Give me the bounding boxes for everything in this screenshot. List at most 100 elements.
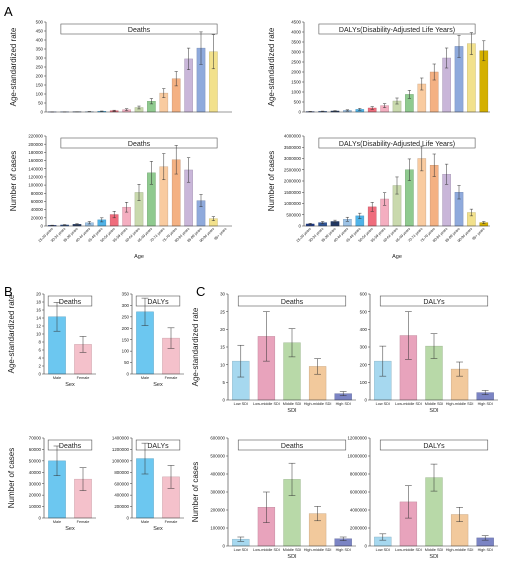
y-tick-label: 60000 <box>31 199 44 204</box>
chart-a-deaths-rate: Deaths 0 50 100 150 200 250 300 350 400 450 500 Age-… <box>9 20 232 115</box>
y-tick-label: 500000 <box>210 454 225 459</box>
chart-title-box <box>379 295 489 307</box>
y-tick-label: 18 <box>36 300 41 305</box>
chart-title: Deaths <box>281 299 304 306</box>
x-tick-label: Male <box>141 520 149 524</box>
chart-a-dalys-rate: DALYs(Disability-Adjusted Life Years) 0 50… <box>267 20 490 115</box>
y-tick-label: 350 <box>36 47 44 52</box>
y-tick-label: 6 <box>39 348 42 353</box>
y-tick-label: 200 <box>360 362 368 367</box>
x-tick-label: Middle SDI <box>283 548 302 552</box>
chart-title: DALYs(Disability-Adjusted Life Years) <box>339 27 455 34</box>
chart-c-dalys-cases: DALYs 0 2000000 4000000 6000000 8000000 100000… <box>347 436 498 560</box>
y-axis-label: Number of cases <box>267 151 276 211</box>
y-tick-label: 1000000 <box>284 201 302 206</box>
y-tick-label: 150 <box>122 337 130 342</box>
y-tick-label: 220000 <box>28 134 43 139</box>
y-tick-label: 30 <box>220 292 225 297</box>
x-tick-label: Female <box>165 520 178 524</box>
chart-b-deaths-rate: Deaths 0 2 4 6 8 10 12 14 16 18 20 Male Female Age-sta… <box>7 292 96 388</box>
y-tick-label: 600000 <box>210 436 225 441</box>
y-tick-label: 40000 <box>29 470 42 475</box>
y-tick-label: 160000 <box>28 158 43 163</box>
y-tick-label: 0 <box>41 110 44 115</box>
y-tick-label: 1400000 <box>112 436 130 441</box>
x-tick-label: 95+ years <box>213 227 227 241</box>
y-tick-label: 20000 <box>31 215 44 220</box>
x-axis-label: SDI <box>287 408 297 414</box>
y-tick-label: 12000000 <box>347 436 367 441</box>
chart-c-deaths-rate: Deaths 0 5 10 15 20 25 30 Low SDI Low-middle SDI M… <box>191 292 356 414</box>
y-tick-label: 120000 <box>28 175 43 180</box>
y-tick-label: 0 <box>127 372 130 377</box>
chart-title: DALYs <box>423 443 445 450</box>
y-tick-label: 3500 <box>291 40 301 45</box>
x-tick-label: High SDI <box>478 548 493 552</box>
y-tick-label: 300 <box>360 345 368 350</box>
y-tick-label: 4000000 <box>350 508 368 513</box>
y-tick-label: 600 <box>360 292 368 297</box>
chart-b-deaths-cases: Deaths 0 10000 20000 30000 40000 50000 60000 700… <box>7 436 96 532</box>
y-tick-label: 20 <box>36 292 41 297</box>
y-tick-label: 100000 <box>210 526 225 531</box>
y-tick-label: 30000 <box>29 481 42 486</box>
y-tick-label: 2500 <box>291 60 301 65</box>
y-tick-label: 500 <box>360 309 368 314</box>
y-tick-label: 4500 <box>291 20 301 25</box>
x-axis-label: Age <box>392 254 402 260</box>
y-tick-label: 1000 <box>291 90 301 95</box>
chart-title: DALYs <box>147 443 169 450</box>
y-tick-label: 450 <box>36 29 44 34</box>
y-tick-label: 60000 <box>29 447 42 452</box>
y-tick-label: 0 <box>299 224 302 229</box>
y-tick-label: 0 <box>223 398 226 403</box>
y-tick-label: 200000 <box>28 142 43 147</box>
y-tick-label: 180000 <box>28 150 43 155</box>
x-tick-label: Low SDI <box>234 402 248 406</box>
y-tick-label: 4 <box>39 356 42 361</box>
x-axis-label: Sex <box>153 382 163 388</box>
y-tick-label: 350 <box>122 292 130 297</box>
y-tick-label: 500 <box>36 20 44 25</box>
panel-label-c: C <box>196 284 205 299</box>
y-tick-label: 14 <box>36 316 41 321</box>
y-tick-label: 800000 <box>114 470 129 475</box>
y-tick-label: 100000 <box>28 183 43 188</box>
y-tick-label: 100 <box>122 349 130 354</box>
y-tick-label: 2000000 <box>350 526 368 531</box>
x-tick-label: Low-middle SDI <box>253 402 280 406</box>
y-tick-label: 400000 <box>114 493 129 498</box>
x-tick-label: High-middle SDI <box>446 402 474 406</box>
y-tick-label: 8000000 <box>350 472 368 477</box>
chart-title-box <box>47 439 93 451</box>
y-tick-label: 200000 <box>114 504 129 509</box>
x-tick-label: 95+ years <box>471 227 485 241</box>
y-tick-label: 8 <box>39 340 42 345</box>
y-tick-label: 10 <box>36 332 41 337</box>
y-tick-label: 2000 <box>291 70 301 75</box>
y-tick-label: 70000 <box>29 436 42 441</box>
y-tick-label: 40000 <box>31 207 44 212</box>
chart-title-box <box>237 295 347 307</box>
y-axis-label: Age-standardized rate <box>191 307 200 386</box>
y-tick-label: 1000000 <box>112 458 130 463</box>
chart-title-box <box>47 295 93 307</box>
y-tick-label: 300 <box>36 56 44 61</box>
chart-title-box <box>60 137 218 149</box>
chart-title: DALYs(Disability-Adjusted Life Years) <box>339 141 455 148</box>
x-tick-label: Middle SDI <box>283 402 302 406</box>
y-tick-label: 1500000 <box>284 190 302 195</box>
y-tick-label: 25 <box>220 309 225 314</box>
chart-title: Deaths <box>128 27 151 34</box>
panel-label-b: B <box>4 284 13 299</box>
y-tick-label: 12 <box>36 324 41 329</box>
x-tick-label: High SDI <box>336 548 351 552</box>
chart-b-dalys-cases: DALYs 0 200000 400000 600000 800000 1000000 120… <box>112 436 184 532</box>
y-tick-label: 4000000 <box>284 134 302 139</box>
x-axis-label: Sex <box>153 526 163 532</box>
y-axis-label: Number of cases <box>191 462 200 522</box>
chart-title: Deaths <box>281 443 304 450</box>
chart-title-box <box>237 439 347 451</box>
y-tick-label: 10000000 <box>347 454 367 459</box>
